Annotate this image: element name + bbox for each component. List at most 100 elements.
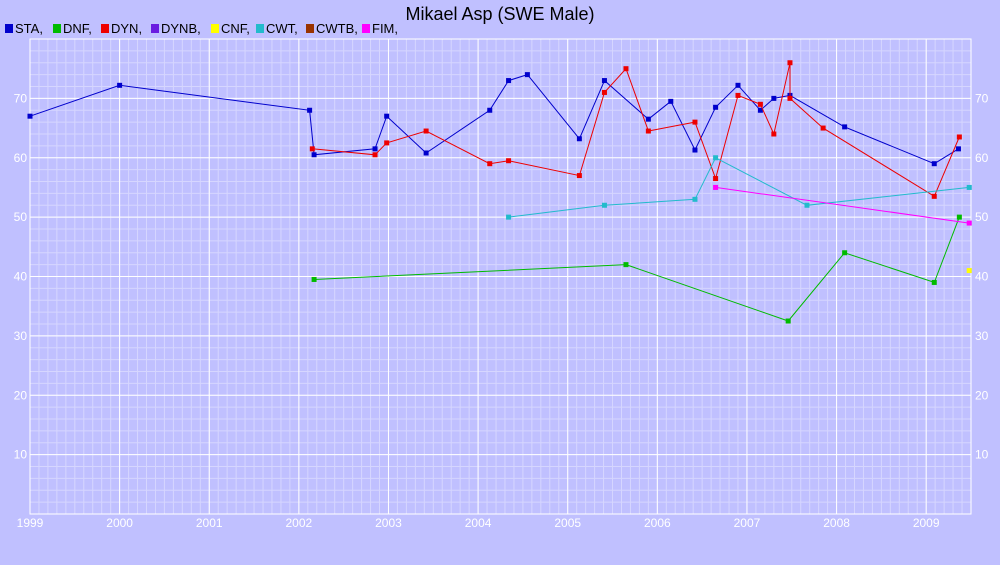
legend-label: CWT,	[266, 21, 298, 36]
data-point-dnf	[931, 279, 937, 285]
x-tick: 2005	[554, 516, 581, 530]
data-point-sta	[692, 147, 698, 153]
x-tick: 2003	[375, 516, 402, 530]
legend-swatch	[53, 24, 61, 33]
data-point-dyn	[372, 152, 378, 158]
data-point-fim	[713, 184, 719, 190]
data-point-dyn	[771, 131, 777, 137]
y-tick-right: 50	[975, 210, 989, 224]
major-grid	[29, 39, 971, 514]
legend-swatch	[306, 24, 314, 33]
x-tick: 2001	[196, 516, 223, 530]
data-point-dnf	[311, 276, 317, 282]
legend-swatch	[101, 24, 109, 33]
data-point-sta	[117, 82, 123, 88]
data-point-dyn	[820, 125, 826, 131]
x-tick: 2000	[106, 516, 133, 530]
data-point-cwt	[506, 214, 512, 220]
data-point-sta	[842, 124, 848, 130]
y-tick-right: 30	[975, 329, 989, 343]
x-tick: 2002	[286, 516, 313, 530]
series-layer	[27, 60, 972, 324]
data-point-dyn	[384, 140, 390, 146]
data-point-fim	[966, 220, 972, 226]
legend-label: STA,	[15, 21, 43, 36]
y-tick-left: 30	[14, 329, 28, 343]
legend-swatch	[211, 24, 219, 33]
data-point-sta	[524, 72, 530, 78]
series-line-dyn	[312, 62, 960, 198]
y-tick-right: 60	[975, 151, 989, 165]
data-point-sta	[645, 116, 651, 122]
legend-label: FIM,	[372, 21, 398, 36]
data-point-sta	[931, 161, 937, 167]
series-line-fim	[715, 186, 970, 224]
y-tick-right: 70	[975, 91, 989, 105]
data-point-sta	[384, 113, 390, 119]
x-tick: 2009	[913, 516, 940, 530]
data-point-sta	[487, 107, 493, 113]
series-line-sta	[29, 74, 959, 165]
series-sta	[27, 72, 961, 167]
data-point-sta	[955, 146, 961, 152]
data-point-dyn	[757, 101, 763, 107]
x-tick: 1999	[17, 516, 44, 530]
data-point-dnf	[842, 250, 848, 256]
data-point-cwt	[804, 202, 810, 208]
legend-label: CWTB,	[316, 21, 358, 36]
data-point-dyn	[645, 128, 651, 134]
series-fim	[713, 184, 972, 226]
legend-swatch	[256, 24, 264, 33]
data-point-sta	[601, 78, 607, 84]
legend-label: DNF,	[63, 21, 92, 36]
data-point-sta	[506, 78, 512, 84]
data-point-dyn	[423, 128, 429, 134]
x-tick: 2007	[734, 516, 761, 530]
x-tick: 2008	[823, 516, 850, 530]
y-tick-left: 10	[14, 448, 28, 462]
data-point-dyn	[787, 60, 793, 66]
data-point-dyn	[931, 193, 937, 199]
data-point-sta	[576, 136, 582, 142]
y-tick-right: 10	[975, 448, 989, 462]
data-point-dyn	[692, 119, 698, 125]
legend-swatch	[5, 24, 13, 33]
plot-frame	[29, 38, 972, 515]
data-point-sta	[311, 152, 317, 158]
data-point-dnf	[623, 262, 629, 268]
y-tick-left: 20	[14, 388, 28, 402]
data-point-dyn	[601, 89, 607, 95]
data-point-sta	[372, 146, 378, 152]
series-cnf	[966, 268, 972, 274]
data-point-dyn	[735, 92, 741, 98]
data-point-sta	[307, 107, 313, 113]
series-dnf	[311, 214, 962, 324]
series-cwt	[506, 155, 972, 220]
legend-label: CNF,	[221, 21, 250, 36]
data-point-sta	[668, 98, 674, 104]
data-point-dyn	[309, 146, 315, 152]
tick-labels: 10 10 20 20 30 30 40 40 50 50 60 60 70 70 1999 2000 2001…	[14, 91, 989, 530]
data-point-sta	[735, 82, 741, 88]
data-point-sta	[757, 107, 763, 113]
data-point-dnf	[785, 318, 791, 324]
data-point-dyn	[956, 134, 962, 140]
series-dyn	[309, 60, 962, 199]
series-line-dnf	[314, 216, 960, 322]
legend-swatch	[151, 24, 159, 33]
y-tick-right: 40	[975, 270, 989, 284]
data-point-cwt	[713, 155, 719, 161]
series-line-cwt	[508, 157, 970, 218]
data-point-cwt	[966, 184, 972, 190]
y-tick-left: 50	[14, 210, 28, 224]
data-point-dyn	[787, 95, 793, 101]
data-point-dyn	[623, 66, 629, 72]
legend-label: DYN,	[111, 21, 142, 36]
data-point-cwt	[692, 196, 698, 202]
legend: STA, DNF, DYN, DYNB, CNF, CWT, CWTB, FIM,	[5, 21, 398, 36]
y-tick-right: 20	[975, 388, 989, 402]
y-tick-left: 60	[14, 151, 28, 165]
data-point-sta	[27, 113, 33, 119]
y-tick-left: 40	[14, 270, 28, 284]
